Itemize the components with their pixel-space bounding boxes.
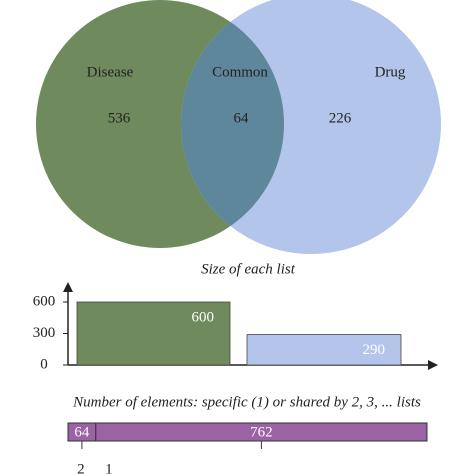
y-tick-label: 0 bbox=[40, 356, 48, 372]
bar-label: 290 bbox=[363, 342, 386, 358]
y-tick-label: 300 bbox=[33, 325, 56, 341]
set-value: 226 bbox=[329, 110, 352, 126]
intersection-name: Common bbox=[212, 64, 268, 80]
category-label: 1 bbox=[105, 461, 113, 474]
y-tick-label: 600 bbox=[33, 293, 56, 309]
set-value: 536 bbox=[108, 110, 131, 126]
set-name: Disease bbox=[87, 64, 134, 80]
bar bbox=[246, 334, 402, 366]
stack-title: Number of elements: specific (1) or shar… bbox=[72, 394, 421, 410]
venn-intersection bbox=[181, 0, 284, 248]
bar bbox=[76, 301, 231, 366]
segment-label: 64 bbox=[74, 424, 90, 440]
segment-label: 762 bbox=[250, 424, 273, 440]
x-arrow bbox=[428, 360, 438, 370]
y-arrow bbox=[63, 282, 73, 292]
category-label: 2 bbox=[77, 461, 85, 474]
set-name: Drug bbox=[375, 64, 406, 80]
bar-title: Size of each list bbox=[201, 261, 296, 277]
intersection-value: 64 bbox=[234, 110, 250, 126]
bar-label: 600 bbox=[192, 309, 215, 325]
